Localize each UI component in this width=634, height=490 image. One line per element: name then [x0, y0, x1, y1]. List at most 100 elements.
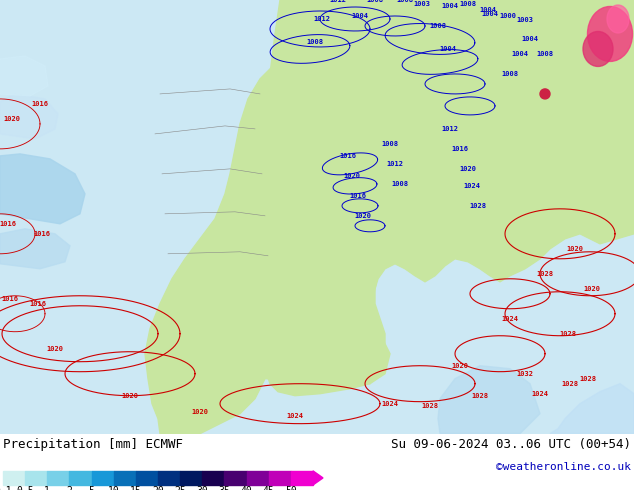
Ellipse shape	[583, 31, 613, 67]
Text: 10: 10	[108, 486, 120, 490]
Text: 20: 20	[152, 486, 164, 490]
Text: 1020: 1020	[191, 409, 209, 415]
Text: 5: 5	[89, 486, 94, 490]
Text: 1016: 1016	[451, 146, 469, 152]
Text: 1020: 1020	[354, 213, 372, 219]
Text: 1008: 1008	[429, 23, 446, 29]
Polygon shape	[430, 159, 520, 234]
Text: 1004: 1004	[522, 36, 538, 42]
Polygon shape	[0, 94, 58, 139]
Text: 1016: 1016	[0, 221, 16, 227]
Text: 1004: 1004	[439, 46, 456, 52]
Text: 1012: 1012	[387, 161, 403, 167]
Polygon shape	[0, 229, 70, 269]
Bar	[91, 471, 113, 485]
Polygon shape	[145, 56, 390, 434]
Text: 1008: 1008	[366, 0, 384, 3]
Bar	[113, 471, 136, 485]
Text: 35: 35	[219, 486, 230, 490]
Bar	[70, 471, 91, 485]
Text: 1024: 1024	[501, 316, 519, 322]
Text: 1020: 1020	[122, 392, 138, 399]
Polygon shape	[0, 56, 48, 96]
Text: 25: 25	[174, 486, 186, 490]
Text: 1020: 1020	[4, 116, 20, 122]
Text: 2: 2	[67, 486, 72, 490]
Text: 1016: 1016	[1, 296, 18, 302]
Polygon shape	[265, 0, 634, 396]
Ellipse shape	[588, 6, 633, 61]
Ellipse shape	[607, 5, 629, 33]
Text: 1020: 1020	[451, 363, 469, 368]
Text: 1008: 1008	[460, 1, 477, 7]
Text: 1028: 1028	[536, 271, 553, 277]
Text: 45: 45	[263, 486, 275, 490]
Text: 1012: 1012	[330, 0, 347, 3]
Bar	[136, 471, 158, 485]
Polygon shape	[0, 154, 85, 224]
Text: 1016: 1016	[32, 101, 48, 107]
Text: 1024: 1024	[463, 183, 481, 189]
Text: 1028: 1028	[559, 331, 576, 337]
Text: 1003: 1003	[517, 17, 533, 23]
Bar	[25, 471, 48, 485]
Text: 40: 40	[241, 486, 252, 490]
Text: 1004: 1004	[481, 11, 498, 17]
Bar	[180, 471, 202, 485]
Text: 1003: 1003	[413, 1, 430, 7]
Text: 0.5: 0.5	[16, 486, 34, 490]
Polygon shape	[550, 384, 634, 434]
Polygon shape	[530, 0, 634, 149]
Text: 1020: 1020	[567, 246, 583, 252]
Text: Precipitation [mm] ECMWF: Precipitation [mm] ECMWF	[3, 438, 183, 451]
Circle shape	[540, 89, 550, 99]
Text: Su 09-06-2024 03..06 UTC (00+54): Su 09-06-2024 03..06 UTC (00+54)	[391, 438, 631, 451]
Polygon shape	[438, 366, 540, 434]
Bar	[202, 471, 224, 485]
Text: 1020: 1020	[344, 173, 361, 179]
Text: 1012: 1012	[441, 126, 458, 132]
Text: 1008: 1008	[396, 0, 413, 3]
Text: 1024: 1024	[531, 391, 548, 397]
Polygon shape	[376, 172, 398, 219]
Text: 1008: 1008	[382, 141, 399, 147]
Bar	[3, 471, 25, 485]
Text: 1008: 1008	[392, 181, 408, 187]
Text: ©weatheronline.co.uk: ©weatheronline.co.uk	[496, 462, 631, 472]
Text: 1008: 1008	[536, 51, 553, 57]
Text: 50: 50	[285, 486, 297, 490]
Text: 15: 15	[130, 486, 142, 490]
Text: 1016: 1016	[30, 301, 46, 307]
Text: 1024: 1024	[382, 401, 399, 407]
Text: 1016: 1016	[339, 153, 356, 159]
Text: 1028: 1028	[422, 403, 439, 409]
Text: 1032: 1032	[517, 371, 533, 377]
Text: 1: 1	[44, 486, 50, 490]
Text: 1004: 1004	[441, 3, 458, 9]
Text: 1028: 1028	[579, 376, 597, 382]
Polygon shape	[600, 0, 634, 54]
Text: 30: 30	[197, 486, 208, 490]
Bar	[158, 471, 180, 485]
Text: 1020: 1020	[583, 286, 600, 292]
Text: 1028: 1028	[472, 392, 489, 399]
Bar	[224, 471, 247, 485]
Text: 1020: 1020	[460, 166, 477, 172]
Text: 1028: 1028	[470, 203, 486, 209]
Bar	[269, 471, 291, 485]
Text: 1016: 1016	[34, 231, 51, 237]
Bar	[48, 471, 70, 485]
Text: 1028: 1028	[562, 381, 578, 387]
Polygon shape	[313, 471, 323, 485]
Text: 1020: 1020	[46, 346, 63, 352]
Text: 1008: 1008	[501, 71, 519, 77]
Text: 1004: 1004	[512, 51, 529, 57]
Text: 1004: 1004	[479, 7, 496, 13]
Text: 0.1: 0.1	[0, 486, 12, 490]
Text: 1008: 1008	[306, 39, 323, 45]
Text: 1012: 1012	[313, 16, 330, 22]
Bar	[247, 471, 269, 485]
Text: 1000: 1000	[500, 13, 517, 19]
Text: 1024: 1024	[287, 413, 304, 418]
Text: 1004: 1004	[351, 13, 368, 19]
